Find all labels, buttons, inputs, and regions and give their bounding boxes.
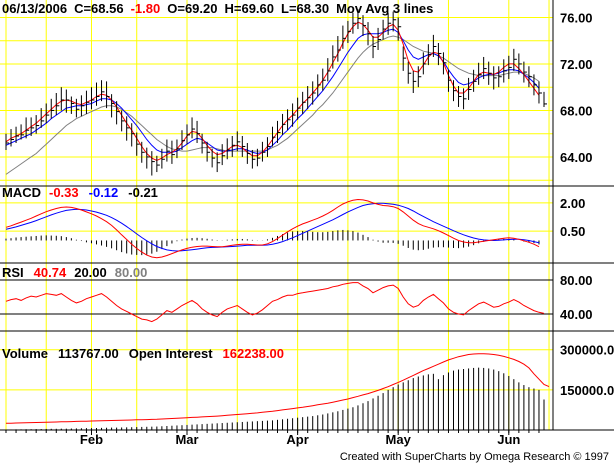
header-change: -1.80 — [131, 1, 161, 16]
price-axis-label: 76.00 — [560, 10, 593, 25]
rsi-header: RSI 40.74 20.00 80.00 — [2, 265, 147, 280]
price-bars — [5, 9, 547, 176]
rsi-line — [5, 282, 545, 323]
macd-histogram-value: -0.21 — [128, 185, 158, 200]
credit-text: Created with SuperCharts by Omega Resear… — [340, 451, 609, 463]
header-quote: 06/13/2006 C=68.56 -1.80 O=69.20 H=69.60 L=68… — [2, 1, 433, 16]
rsi-panel — [5, 282, 545, 323]
volume-panel — [5, 353, 550, 430]
header-open: O=69.20 — [167, 1, 217, 16]
open-interest-line — [5, 353, 550, 424]
rsi-upper-level: 80.00 — [115, 265, 148, 280]
volume-axis-label: 150000.0 — [560, 383, 614, 398]
price-axis-label: 68.00 — [560, 103, 593, 118]
x-axis-label: May — [386, 432, 412, 447]
header-close: C=68.56 — [74, 1, 124, 16]
x-axis-label: Mar — [175, 432, 198, 447]
macd-header: MACD -0.33 -0.12 -0.21 — [2, 185, 158, 200]
macd-label: MACD — [2, 185, 41, 200]
rsi-value: 40.74 — [34, 265, 67, 280]
grid-lines — [0, 0, 553, 430]
macd-signal-line — [5, 202, 540, 252]
macd-value: -0.33 — [49, 185, 79, 200]
macd-panel — [5, 198, 540, 259]
volume-header: Volume 113767.00 Open Interest 162238.00 — [2, 346, 284, 361]
x-axis-label: Apr — [286, 432, 308, 447]
header-low: L=68.30 — [281, 1, 329, 16]
volume-label: Volume — [2, 346, 48, 361]
rsi-axis-label: 80.00 — [560, 273, 593, 288]
macd-axis-label: 2.00 — [560, 196, 585, 211]
axis-labels: 76.00 72.00 68.00 64.00 2.00 0.50 80.00 40.00 30… — [5, 10, 614, 447]
rsi-label: RSI — [2, 265, 24, 280]
ma-slow-line — [5, 35, 540, 175]
x-axis-label: Feb — [80, 432, 103, 447]
price-axis-label: 64.00 — [560, 150, 593, 165]
open-interest-value: 162238.00 — [223, 346, 284, 361]
macd-line — [5, 198, 540, 259]
volume-axis-label: 300000.0 — [560, 343, 614, 358]
macd-signal-value: -0.12 — [89, 185, 119, 200]
macd-axis-label: 0.50 — [560, 224, 585, 239]
rsi-lower-level: 20.00 — [74, 265, 107, 280]
header-date: 06/13/2006 — [2, 1, 67, 16]
rsi-axis-label: 40.00 — [560, 307, 593, 322]
header-study: Mov Avg 3 lines — [336, 1, 433, 16]
open-interest-label: Open Interest — [129, 346, 213, 361]
price-axis-label: 72.00 — [560, 57, 593, 72]
x-axis-label: Jun — [497, 432, 520, 447]
header-high: H=69.60 — [224, 1, 274, 16]
volume-value: 113767.00 — [58, 346, 119, 361]
